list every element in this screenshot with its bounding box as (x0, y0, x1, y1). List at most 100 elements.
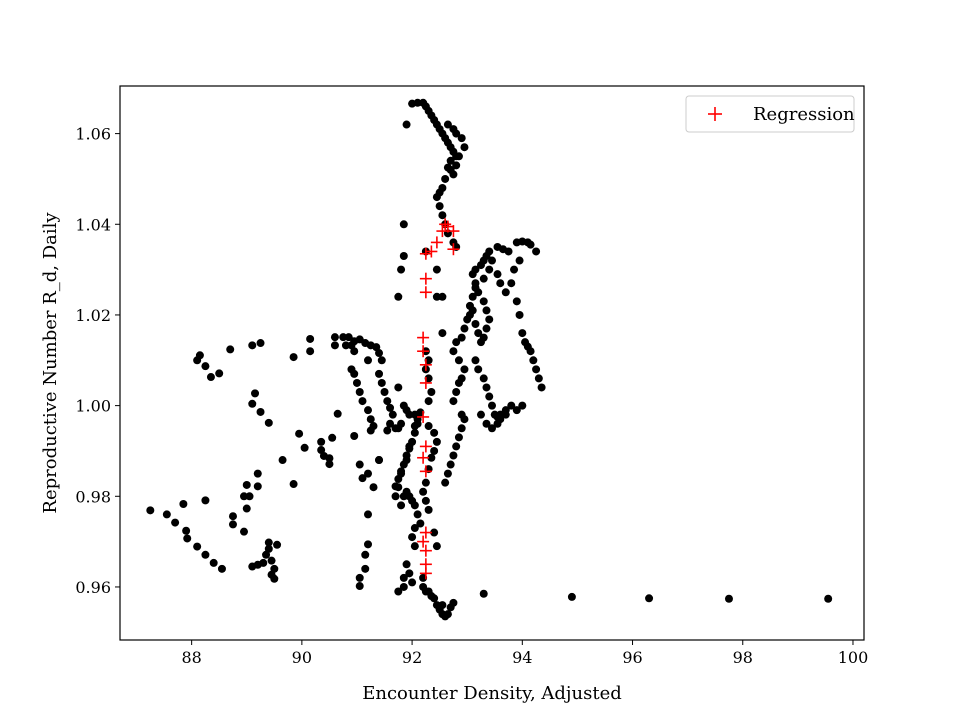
data-point (465, 301, 474, 310)
data-point (355, 388, 364, 397)
data-point (405, 410, 414, 419)
data-point (259, 558, 268, 567)
data-point (532, 247, 541, 256)
data-point (449, 397, 458, 406)
data-point (496, 279, 505, 288)
data-point (325, 460, 334, 469)
data-point (380, 388, 389, 397)
data-point (485, 265, 494, 274)
data-point (468, 292, 477, 301)
x-axis-label: Encounter Density, Adjusted (362, 683, 622, 704)
regression-point (419, 558, 432, 571)
y-tick-label: 0.96 (75, 578, 111, 597)
regression-point (419, 440, 432, 453)
data-point (526, 240, 535, 249)
data-point (402, 560, 411, 569)
data-point (366, 415, 375, 424)
data-point (413, 419, 422, 428)
data-point (228, 520, 237, 529)
data-point (438, 329, 447, 338)
data-point (394, 587, 403, 596)
data-point (228, 512, 237, 521)
data-point (397, 469, 406, 478)
regression-point (447, 243, 460, 256)
data-point (179, 499, 188, 508)
data-point (251, 389, 260, 398)
data-point (295, 429, 304, 438)
data-point (471, 265, 480, 274)
data-point (195, 351, 204, 360)
data-point (424, 505, 433, 514)
data-point (146, 506, 155, 515)
x-tick-label: 92 (402, 648, 422, 667)
legend: Regression (685, 95, 855, 133)
data-point (410, 428, 419, 437)
data-point (449, 451, 458, 460)
data-point (430, 594, 439, 603)
data-point (432, 265, 441, 274)
data-point (240, 492, 248, 501)
data-point (443, 469, 452, 478)
data-point (162, 510, 171, 519)
data-point (248, 341, 257, 350)
data-point (454, 433, 463, 442)
data-point (488, 424, 496, 433)
regression-point (417, 535, 430, 548)
data-point (515, 256, 524, 265)
data-point (474, 329, 483, 338)
data-point (485, 392, 494, 401)
data-point (383, 397, 392, 406)
data-point (364, 469, 372, 478)
data-point (361, 564, 370, 573)
data-point (264, 538, 273, 547)
data-point (432, 437, 441, 446)
data-point (306, 334, 315, 343)
data-point (446, 156, 455, 165)
data-point (364, 356, 372, 365)
data-point (537, 383, 546, 392)
data-point (193, 542, 202, 551)
regression-point (419, 272, 432, 285)
data-point (457, 333, 466, 342)
data-point (724, 594, 733, 603)
data-point (364, 406, 372, 415)
regression-point (419, 358, 432, 371)
data-point (479, 589, 488, 598)
data-point (171, 518, 180, 527)
data-point (383, 426, 392, 435)
data-point (217, 564, 226, 573)
data-point (471, 320, 480, 329)
data-point (441, 174, 450, 183)
data-point (394, 383, 403, 392)
data-point (361, 550, 370, 559)
regression-point (419, 247, 432, 260)
data-point (410, 542, 419, 551)
data-point (264, 544, 273, 553)
data-point (457, 134, 466, 143)
regression-point (417, 331, 430, 344)
data-point (375, 349, 384, 358)
data-point (350, 347, 359, 356)
data-point (449, 598, 458, 607)
data-point (510, 265, 519, 274)
data-point (369, 483, 378, 492)
data-point (419, 487, 428, 496)
data-point (512, 297, 521, 306)
data-point (256, 407, 265, 416)
data-point (399, 252, 408, 261)
data-point (242, 480, 251, 489)
data-point (479, 274, 488, 283)
data-point (430, 428, 439, 437)
data-point (206, 373, 215, 382)
data-point (493, 270, 502, 279)
data-point (408, 533, 417, 542)
y-tick-label: 1.06 (75, 125, 111, 144)
data-point (355, 573, 364, 582)
data-point (474, 365, 483, 374)
data-point (240, 527, 248, 536)
data-point (391, 492, 400, 501)
data-point (485, 315, 494, 324)
data-point (482, 419, 491, 428)
legend-marker-regression (708, 107, 722, 121)
data-point (410, 524, 419, 533)
